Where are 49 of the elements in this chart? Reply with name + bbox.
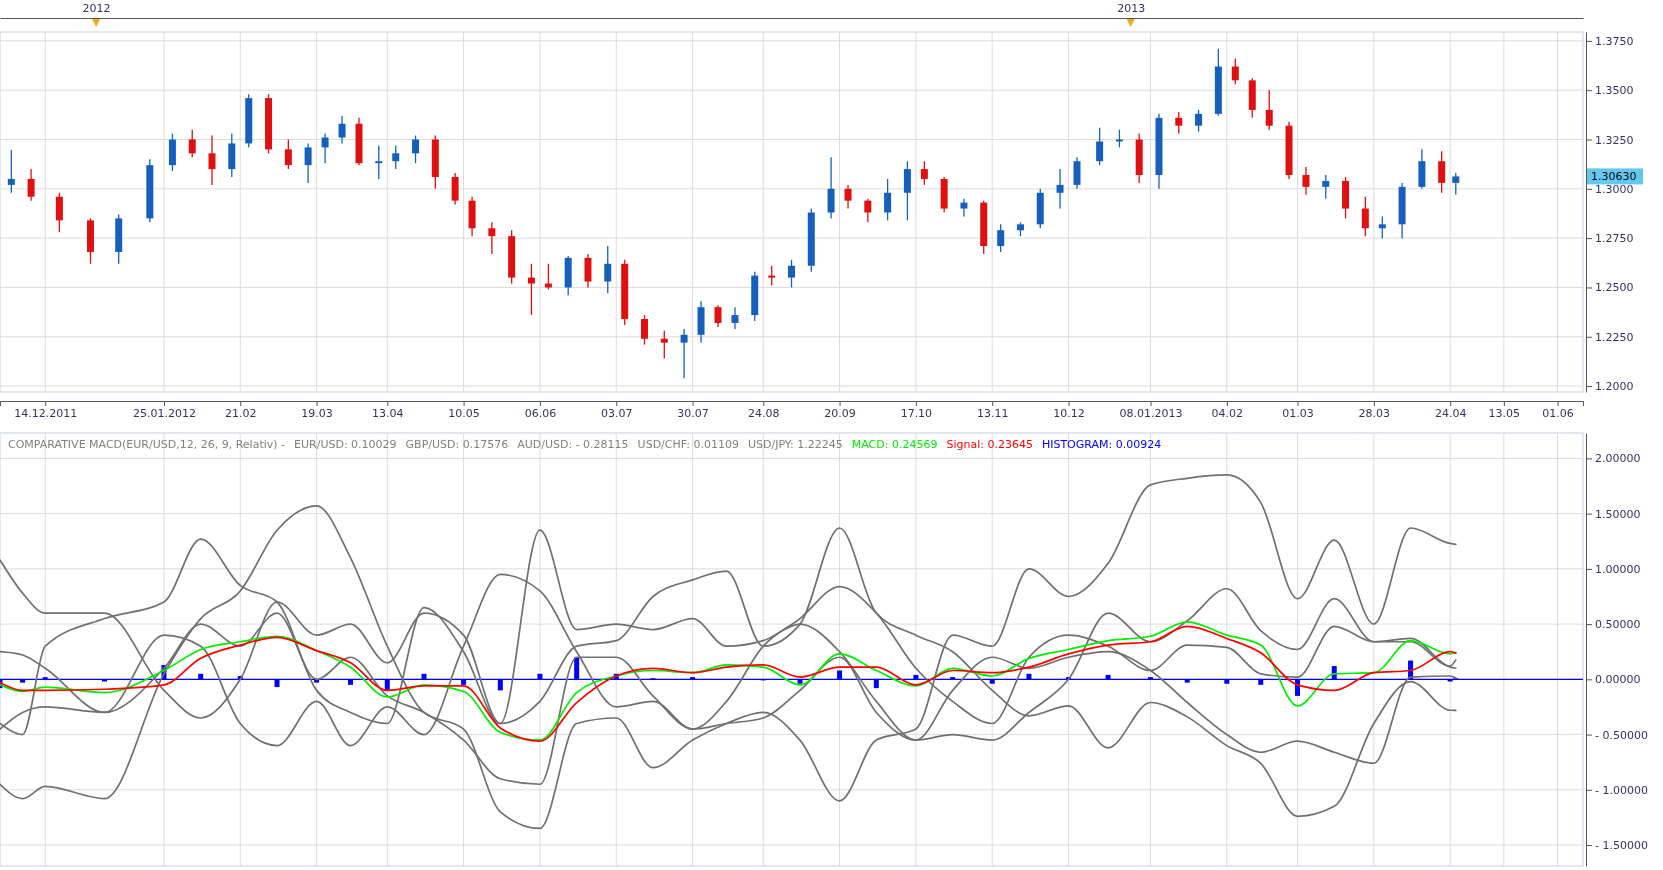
x-tick-label: 13.04 [372,406,404,420]
x-tick-label: 17.10 [900,406,933,420]
y-tick-label: 1.00000 [1595,562,1641,576]
x-tick-label: 01.06 [1542,406,1574,420]
text: EUR/USD: 0.10029 [294,438,397,451]
text: USD/CHF: 0.01109 [637,438,739,451]
text: MACD: 0.24569 [851,438,938,451]
x-tick-label: 01.03 [1282,406,1314,420]
x-tick-label: 08.01.2013 [1119,406,1183,420]
text: Signal: 0.23645 [946,438,1033,451]
y-tick-label: - 1.50000 [1595,839,1648,853]
x-tick-label: 10.05 [448,406,480,420]
y-tick-label: 0.50000 [1595,618,1641,632]
x2-tick-label: 2012 [82,2,111,15]
x-tick-label: 20.09 [824,406,856,420]
y-tick-label: 1.3500 [1595,84,1634,98]
x-tick-label: 19.03 [301,406,333,420]
text: HISTOGRAM: 0.00924 [1041,438,1162,451]
y-tick-label: 1.2750 [1595,232,1634,246]
y-tick-label: 1.2250 [1595,330,1634,344]
y-tick-label: 1.2000 [1595,380,1634,394]
x-tick-label: 06.06 [524,406,557,420]
x-tick-label: 10.12 [1053,406,1085,420]
x2-tick-label: 2013 [1117,2,1146,15]
x-tick-label: 14.12.2011 [14,406,78,420]
x-tick-label: 04.02 [1211,406,1244,420]
chart-title: COMPARATIVE MACD(EUR/USD,12, 26, 9, Relativ) - [8,438,286,451]
y-tick-label: 0.00000 [1595,673,1641,687]
text: AUD/USD: - 0.28115 [517,438,629,451]
y-tick-label: 1.3750 [1595,34,1634,48]
x-tick-label: 13.11 [976,406,1009,420]
y-tick-label: - 1.00000 [1595,783,1648,797]
x-tick-label: 24.04 [1434,406,1467,420]
y-tick-label: 2.00000 [1595,452,1641,466]
y-tick-label: 1.2500 [1595,281,1634,295]
y-tick-label: - 0.50000 [1595,728,1648,742]
x-tick-label: 28.03 [1358,406,1391,420]
x-tick-label: 03.07 [600,406,633,420]
text: GBP/USD: 0.17576 [405,438,509,451]
x-tick-label: 13.05 [1488,406,1521,420]
text: 1.30630 [1591,170,1637,184]
x-tick-label: 24.08 [747,406,780,420]
x-tick-label: 30.07 [677,406,709,420]
y-tick-label: 1.3000 [1595,182,1634,196]
text: USD/JPY: 1.22245 [747,438,843,451]
x-tick-label: 21.02 [225,406,257,420]
y-tick-label: 1.3250 [1595,133,1634,147]
y-tick-label: 1.50000 [1595,507,1641,521]
x-tick-label: 25.01.2012 [132,406,196,420]
